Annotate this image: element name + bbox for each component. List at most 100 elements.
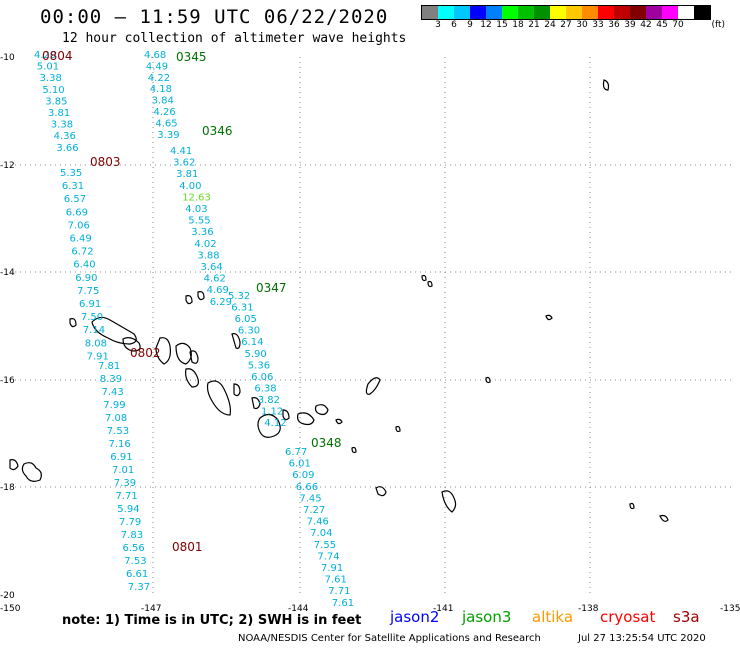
page-title: 00:00 – 11:59 UTC 06/22/2020 bbox=[40, 6, 389, 28]
island-32 bbox=[629, 502, 635, 510]
satellite-jason2-label: jason2 bbox=[390, 608, 440, 626]
legend-swatch bbox=[630, 6, 646, 19]
legend-swatch bbox=[662, 6, 678, 19]
map-grid: -10 -12 -14 -16 -18 -20 -150 -147 -144 -141 -138 -1… bbox=[0, 53, 740, 614]
wave-height-value: 6.91 bbox=[79, 299, 101, 310]
legend-swatch bbox=[422, 6, 438, 19]
wave-height-value: 7.71 bbox=[328, 586, 350, 597]
wave-height-value: 4.26 bbox=[154, 107, 176, 118]
track-0345: 4.684.494.224.183.844.264.653.39 0345 bbox=[144, 50, 207, 141]
satellite-cryosat-label: cryosat bbox=[600, 608, 656, 626]
island-2 bbox=[122, 337, 141, 352]
wave-height-value: 8.08 bbox=[85, 338, 107, 349]
wave-height-value: 7.45 bbox=[299, 493, 321, 504]
latitude-label: -10 bbox=[0, 53, 15, 63]
wave-height-value: 7.46 bbox=[307, 517, 329, 528]
pass-time-label: 0346 bbox=[202, 124, 233, 138]
wave-height-value: 6.56 bbox=[123, 543, 145, 554]
wave-height-value: 6.31 bbox=[231, 303, 253, 314]
latitude-label: -20 bbox=[0, 591, 15, 601]
island-15 bbox=[365, 377, 381, 395]
pass-time-label: 0801 bbox=[172, 540, 203, 554]
pass-time-label: 0347 bbox=[256, 281, 287, 295]
wave-height-value: 6.40 bbox=[73, 260, 95, 271]
wave-height-value: 7.79 bbox=[119, 517, 141, 528]
wave-height-value: 4.69 bbox=[207, 285, 229, 296]
wave-height-value: 4.00 bbox=[179, 181, 201, 192]
wave-height-value: 7.75 bbox=[77, 286, 99, 297]
wave-height-value: 7.01 bbox=[112, 465, 134, 476]
track-0802: 7.81 8.39 7.43 7.99 7.08 7.53 7.16 6.91 7.01 7.39… bbox=[98, 346, 161, 593]
altimeter-tracks: 4.205.013.385.103.853.813.384.363.660804… bbox=[34, 49, 354, 609]
island-8 bbox=[231, 333, 241, 349]
wave-height-value: 4.02 bbox=[194, 239, 216, 250]
wave-height-value: 4.18 bbox=[150, 84, 172, 95]
wave-height-value: 4.20 bbox=[34, 50, 56, 61]
island-16 bbox=[21, 462, 42, 482]
wave-height-value: 6.05 bbox=[235, 314, 257, 325]
legend-swatch bbox=[470, 6, 486, 19]
wave-height-value: 6.66 bbox=[296, 482, 318, 493]
wave-height-value: 7.53 bbox=[107, 426, 129, 437]
satellite-altika-label: altika bbox=[532, 608, 574, 626]
wave-height-value: 12.63 bbox=[182, 192, 211, 203]
wave-height-value: 6.69 bbox=[66, 207, 88, 218]
legend-label: 42 bbox=[640, 20, 652, 30]
wave-height-value: 5.01 bbox=[37, 62, 59, 73]
wave-height-value: 6.90 bbox=[75, 273, 97, 284]
credit-line: NOAA/NESDIS Center for Satellite Applica… bbox=[238, 633, 541, 644]
wave-height-value: 3.85 bbox=[45, 96, 67, 107]
pass-time-label: 0803 bbox=[90, 155, 121, 169]
generated-timestamp: Jul 27 13:25:54 UTC 2020 bbox=[578, 633, 706, 644]
longitude-label: -144 bbox=[288, 604, 309, 614]
legend-swatch bbox=[678, 6, 694, 19]
legend-swatch bbox=[502, 6, 518, 19]
wave-height-value: 4.12 bbox=[264, 418, 286, 429]
wave-height-value: 7.53 bbox=[124, 556, 146, 567]
wave-height-value: 7.43 bbox=[102, 387, 124, 398]
islands bbox=[9, 79, 669, 522]
wave-height-value: 3.62 bbox=[173, 158, 195, 169]
island-25 bbox=[351, 446, 357, 454]
wave-height-value: 3.82 bbox=[258, 395, 280, 406]
wave-height-value: 5.10 bbox=[42, 85, 64, 96]
legend-labels: 3 6 9 12 15 18 21 24 27 30 33 36 39 42 45 70 bbox=[430, 20, 711, 30]
track-0347: 5.326.316.056.306.145.905.366.066.383.82… bbox=[228, 281, 287, 429]
wave-height-value: 6.31 bbox=[62, 181, 84, 192]
island-14 bbox=[314, 404, 329, 416]
track-0346: 4.413.623.814.0012.634.035.553.364.023.8… bbox=[170, 124, 233, 308]
wave-height-value: 4.49 bbox=[146, 61, 168, 72]
wave-height-value: 7.39 bbox=[114, 478, 136, 489]
wave-height-value: 7.04 bbox=[310, 528, 332, 539]
wave-height-value: 3.81 bbox=[48, 108, 70, 119]
color-legend: 3 6 9 12 15 18 21 24 27 30 33 36 39 42 45 70 (ft) bbox=[421, 5, 725, 30]
legend-label: 39 bbox=[624, 20, 636, 30]
island-6 bbox=[206, 380, 231, 416]
wave-height-value: 7.91 bbox=[87, 351, 109, 362]
wave-height-value: 6.29 bbox=[210, 297, 232, 308]
wave-height-value: 4.41 bbox=[170, 146, 192, 157]
longitude-label: -150 bbox=[0, 604, 21, 614]
wave-height-value: 7.61 bbox=[325, 575, 347, 586]
island-23 bbox=[659, 514, 669, 522]
wave-height-value: 3.36 bbox=[191, 227, 213, 238]
pass-time-label: 0345 bbox=[176, 50, 207, 64]
latitude-label: -14 bbox=[0, 268, 15, 278]
longitude-label: -138 bbox=[578, 604, 599, 614]
legend-swatch bbox=[694, 6, 710, 19]
satellite-s3a-label: s3a bbox=[673, 608, 700, 626]
pass-time-label: 0804 bbox=[42, 49, 73, 63]
legend-swatch bbox=[486, 6, 502, 19]
island-5 bbox=[189, 350, 199, 364]
wave-height-value: 3.84 bbox=[152, 96, 174, 107]
island-19 bbox=[197, 291, 205, 301]
longitude-label: -141 bbox=[433, 604, 453, 614]
track-0803: 5.35 6.31 6.57 6.69 7.06 6.49 6.72 6.40 6.90 7.75… bbox=[60, 155, 121, 362]
wave-height-value: 4.03 bbox=[185, 204, 207, 215]
wave-height-value: 4.65 bbox=[155, 118, 177, 129]
wave-height-value: 6.61 bbox=[126, 569, 148, 580]
wave-height-value: 7.99 bbox=[103, 400, 125, 411]
island-18 bbox=[185, 295, 193, 305]
